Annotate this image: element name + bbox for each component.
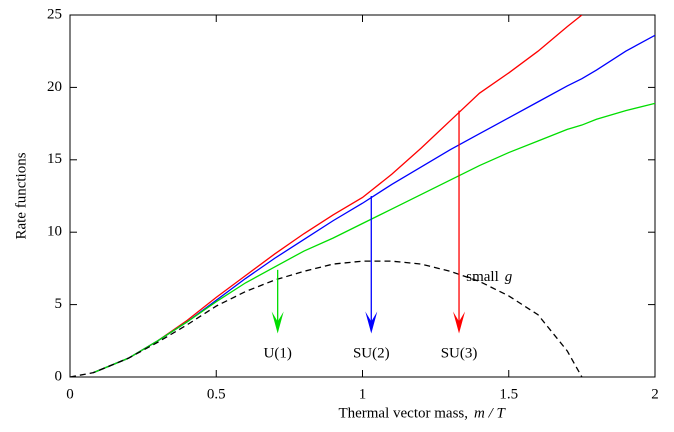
x-tick-label: 0	[66, 386, 74, 402]
x-axis-label: Thermal vector mass,	[338, 405, 468, 421]
plot-frame	[69, 14, 656, 378]
y-tick-label: 0	[55, 368, 63, 384]
series-line	[93, 15, 583, 374]
arrow-label: SU(2)	[353, 345, 390, 361]
arrow-label: U(1)	[264, 345, 292, 361]
arrow-head	[453, 311, 466, 334]
arrow-label: SU(3)	[441, 345, 478, 361]
y-tick-label: 5	[55, 296, 63, 312]
curve-label: small	[466, 269, 499, 285]
x-axis-variable: m / T	[474, 405, 507, 421]
x-tick-label: 1.5	[499, 386, 518, 402]
x-tick-label: 0.5	[207, 386, 226, 402]
x-tick-label: 2	[651, 386, 659, 402]
x-tick-label: 1	[359, 386, 367, 402]
y-tick-label: 25	[47, 6, 62, 22]
arrow-head	[365, 311, 378, 334]
y-tick-label: 20	[47, 79, 62, 95]
y-tick-label: 10	[47, 224, 62, 240]
y-tick-label: 15	[47, 151, 62, 167]
curve-label-var: g	[505, 269, 513, 285]
series-line	[93, 102, 655, 374]
series-line	[70, 260, 583, 377]
arrow-head	[271, 311, 284, 334]
y-axis-label: Rate functions	[13, 152, 29, 239]
